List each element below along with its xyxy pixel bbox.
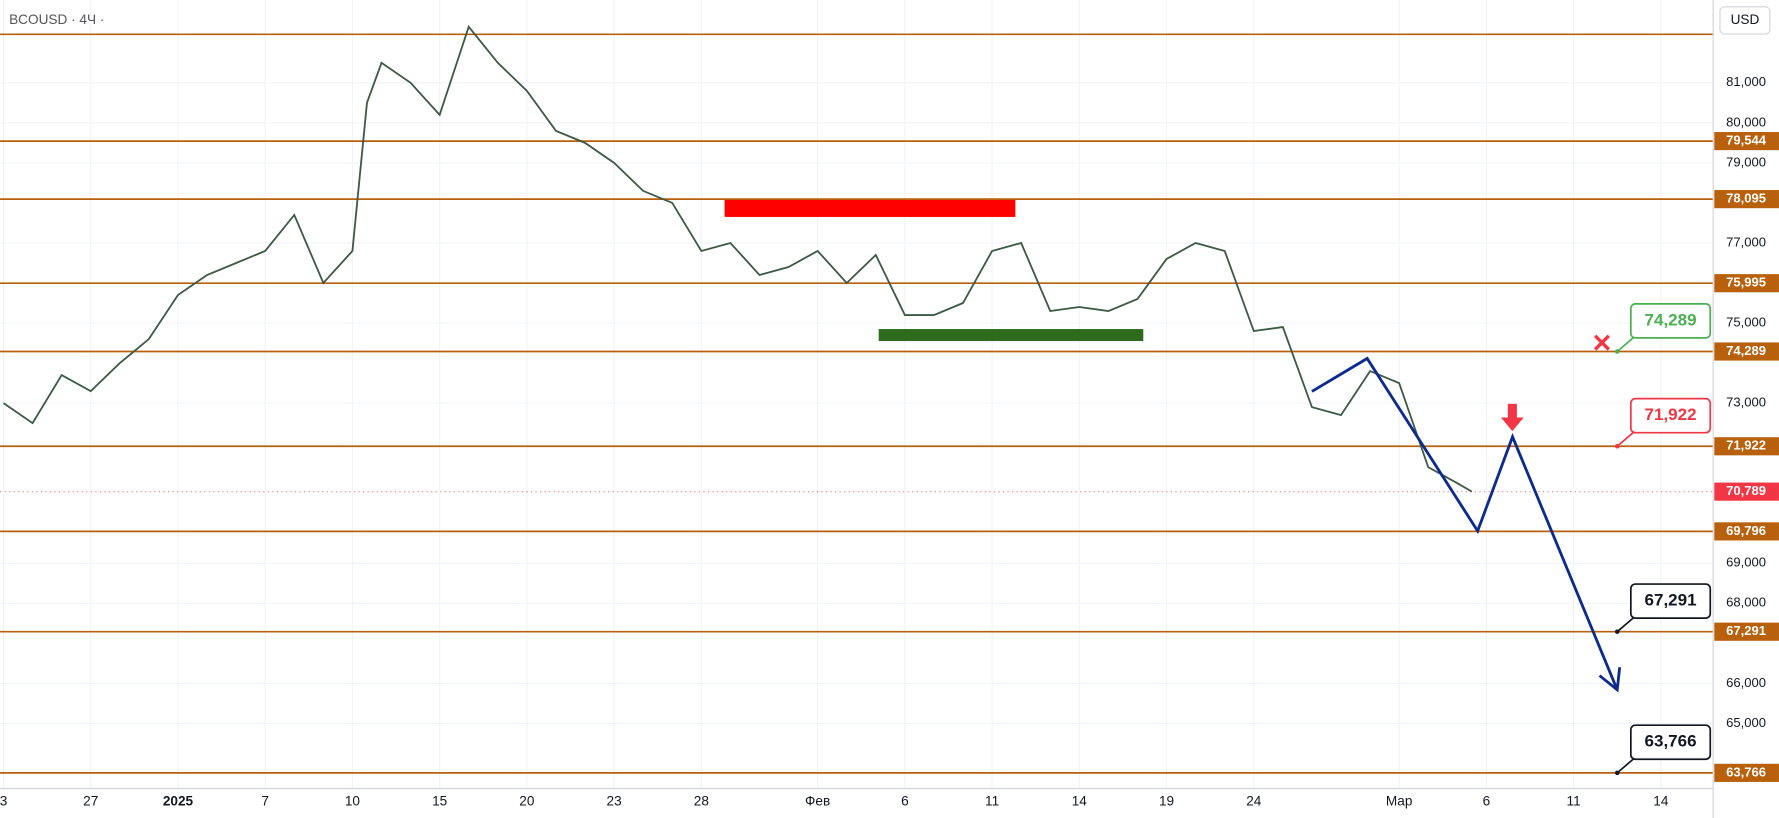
x-tick-label: 28 [694,794,709,809]
level-label: 78,095 [1726,191,1766,206]
x-tick-label: 10 [345,794,361,809]
symbol-label: BCOUSD · 4Ч · [9,12,104,27]
level-label-box [1714,763,1779,782]
callout-box [1629,397,1712,434]
level-label: 74,289 [1726,343,1766,358]
plot: 74,289 71,922 67,291 63,766 [0,24,1714,776]
y-tick-label: 65,000 [1726,715,1766,730]
x-tick-label: 11 [985,794,999,809]
callout-pointer [1616,337,1634,353]
callout-box [1629,583,1712,619]
x-tick-label: 11 [1567,794,1581,809]
cancel-mark [1593,334,1610,351]
level-label: 79,544 [1726,133,1767,148]
price-line [2,24,1473,493]
currency-button[interactable] [1719,6,1771,35]
level-label: 71,922 [1726,438,1766,453]
callout-pointer [1616,617,1634,633]
level-label-box [1714,522,1779,541]
currency-label: USD [1731,12,1760,27]
level-label: 69,796 [1726,523,1766,538]
zone [878,329,1144,342]
projection-arrowhead [1598,667,1622,693]
x-tick-label: 20 [519,794,535,809]
current-price-box [1714,482,1779,501]
level-label-box [1714,274,1779,293]
sell-arrow [1501,403,1524,432]
y-tick-label: 68,000 [1726,595,1766,610]
axes: 81,000 80,000 79,000 77,000 75,000 73,000 69,0… [0,74,1779,809]
zone [724,198,1016,217]
level-label: 75,995 [1726,275,1766,290]
level-label-box [1714,622,1779,641]
y-tick-label: 80,000 [1726,114,1766,129]
y-tick-label: 69,000 [1726,555,1766,570]
x-tick-label: 23 [607,794,622,809]
y-tick-label: 73,000 [1726,395,1766,410]
x-tick-label: 14 [1653,794,1669,809]
level-label-box [1714,132,1779,151]
x-tick-label: Мар [1386,794,1413,809]
x-tick-label: Фев [805,794,830,809]
y-tick-label: 79,000 [1726,154,1766,169]
x-tick-label: 15 [432,794,447,809]
level-label: 67,291 [1726,623,1766,638]
x-tick-label: 6 [1483,794,1491,809]
x-tick-label: 19 [1159,794,1174,809]
y-tick-label: 81,000 [1726,74,1766,89]
current-price-label: 70,789 [1726,483,1766,498]
callout-pointer [1616,432,1634,447]
projection-path [1311,356,1619,691]
callout-box [1629,724,1712,761]
y-tick-label: 66,000 [1726,675,1766,690]
y-tick-label: 75,000 [1726,314,1766,329]
x-tick-label: 27 [83,794,98,809]
callout-label: 71,922 [1645,405,1697,424]
x-tick-label: 6 [901,794,909,809]
level-label: 63,766 [1726,764,1766,779]
callout-label: 63,766 [1645,732,1697,751]
grid [0,0,1714,789]
y-tick-label: 77,000 [1726,234,1766,249]
x-tick-label: 14 [1072,794,1088,809]
x-tick-label: 24 [1246,794,1262,809]
level-label-box [1714,190,1779,209]
callout-label: 74,289 [1645,310,1697,329]
x-tick-label: 3 [0,794,7,809]
callout-pointer [1616,758,1634,774]
callout-box [1629,303,1712,339]
level-label-box [1714,437,1779,456]
x-tick-label: 7 [261,794,269,809]
x-tick-label: 2025 [163,794,194,809]
level-label-box [1714,342,1779,361]
callout-label: 67,291 [1645,591,1697,610]
